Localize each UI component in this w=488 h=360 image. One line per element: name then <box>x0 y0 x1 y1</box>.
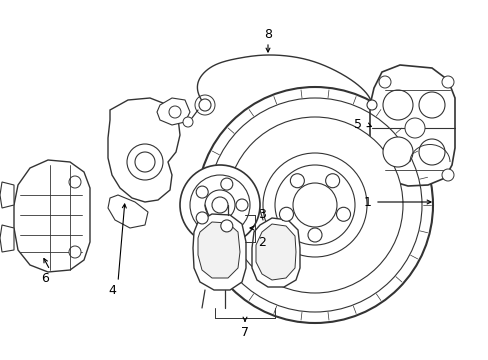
Text: 5: 5 <box>353 118 361 131</box>
Polygon shape <box>0 182 14 208</box>
Circle shape <box>69 246 81 258</box>
Circle shape <box>263 153 366 257</box>
Circle shape <box>169 106 181 118</box>
Text: 6: 6 <box>41 271 49 284</box>
Polygon shape <box>251 218 299 287</box>
Polygon shape <box>256 224 295 280</box>
Text: 1: 1 <box>364 195 371 208</box>
Circle shape <box>212 197 227 213</box>
Circle shape <box>366 100 376 110</box>
Circle shape <box>183 117 193 127</box>
Circle shape <box>279 207 293 221</box>
Circle shape <box>135 152 155 172</box>
Circle shape <box>190 175 249 235</box>
Circle shape <box>382 90 412 120</box>
Circle shape <box>180 165 260 245</box>
Circle shape <box>196 212 208 224</box>
Circle shape <box>307 228 321 242</box>
Circle shape <box>127 144 163 180</box>
Circle shape <box>199 99 210 111</box>
Polygon shape <box>193 214 245 290</box>
Circle shape <box>378 76 390 88</box>
Circle shape <box>404 118 424 138</box>
Circle shape <box>441 169 453 181</box>
Circle shape <box>221 220 232 232</box>
Text: 4: 4 <box>108 284 116 297</box>
Polygon shape <box>108 98 180 202</box>
Circle shape <box>290 174 304 188</box>
Circle shape <box>336 207 350 221</box>
Text: 2: 2 <box>258 235 265 248</box>
Circle shape <box>382 137 412 167</box>
Polygon shape <box>14 160 90 272</box>
Circle shape <box>197 87 432 323</box>
Circle shape <box>418 139 444 165</box>
Circle shape <box>196 186 208 198</box>
Circle shape <box>441 76 453 88</box>
Polygon shape <box>198 222 240 278</box>
Circle shape <box>226 117 402 293</box>
Circle shape <box>325 174 339 188</box>
Circle shape <box>221 178 232 190</box>
Polygon shape <box>157 98 190 125</box>
Polygon shape <box>108 195 148 228</box>
Circle shape <box>418 92 444 118</box>
Text: 7: 7 <box>241 325 248 338</box>
Circle shape <box>236 199 247 211</box>
Polygon shape <box>0 225 14 252</box>
Text: 3: 3 <box>258 208 265 221</box>
Circle shape <box>204 190 235 220</box>
Circle shape <box>69 176 81 188</box>
Text: 8: 8 <box>264 27 271 40</box>
Circle shape <box>292 183 336 227</box>
Polygon shape <box>369 65 454 186</box>
Circle shape <box>274 165 354 245</box>
